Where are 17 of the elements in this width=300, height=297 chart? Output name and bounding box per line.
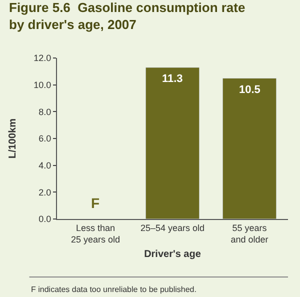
text: F bbox=[91, 195, 100, 211]
y-tick-label: 0.0 bbox=[38, 214, 52, 224]
y-axis-title: L/100km bbox=[8, 118, 19, 159]
y-tick-label: 6.0 bbox=[38, 134, 52, 144]
text: F indicates data too unreliable to be published. bbox=[31, 285, 196, 294]
y-tick-label: 4.0 bbox=[38, 160, 52, 170]
data-label: 10.5 bbox=[239, 84, 260, 96]
x-axis-title: Driver's age bbox=[144, 249, 202, 260]
y-tick-label: 8.0 bbox=[38, 106, 52, 117]
data-label: 11.3 bbox=[162, 73, 183, 85]
y-tick-label: 2.0 bbox=[38, 187, 52, 198]
chart-title: Figure 5.6 Gasoline consumption rate by driver's age, 2007 bbox=[9, 0, 246, 32]
y-tick-label: 12.0 bbox=[34, 53, 52, 64]
x-tick-label: 55 years and older bbox=[230, 222, 268, 244]
x-tick-label: 25–54 years old bbox=[140, 222, 205, 233]
y-tick-label: 10.0 bbox=[34, 80, 52, 90]
x-tick-label: Less than 25 years old bbox=[70, 222, 120, 244]
